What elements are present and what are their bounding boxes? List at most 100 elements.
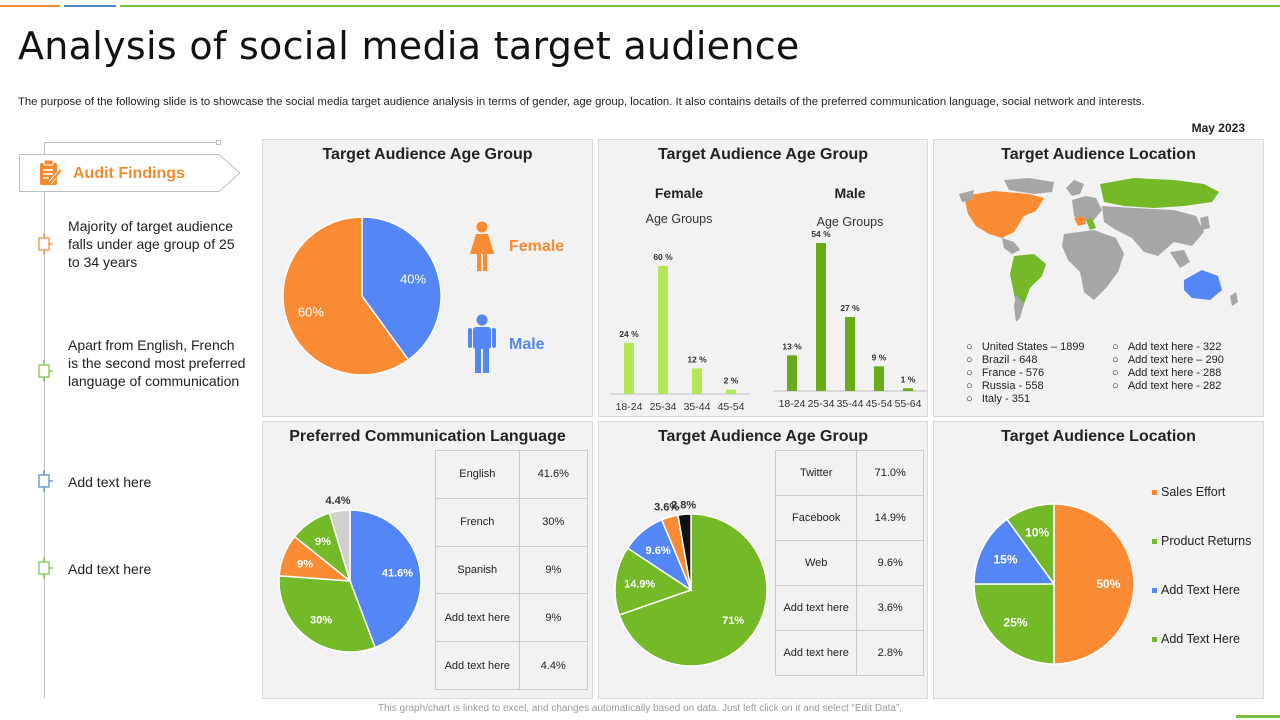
- pie-data-label: 40%: [400, 271, 426, 286]
- network-table: Twitter 71.0% Facebook 14.9% Web 9.6% Add text…: [774, 450, 924, 676]
- panel-age-bars: Target Audience Age Group Female Age Grou…: [598, 139, 928, 417]
- audit-findings-header: Audit Findings: [19, 154, 241, 192]
- pie-data-label: 71%: [722, 615, 744, 627]
- table-cell-label: Web: [774, 540, 858, 586]
- bar: [692, 368, 702, 394]
- age-bar-charts: Female Age Groups 24 % 18-24 60 % 25-34 12 % 35…: [610, 185, 927, 413]
- table-cell-label: Add text here: [435, 641, 520, 690]
- pie-slice: [349, 509, 422, 649]
- female-label: Female: [509, 238, 565, 255]
- legend-label: Product Returns: [1161, 534, 1252, 548]
- bar: [874, 366, 884, 391]
- table-cell-value: 4.4%: [518, 641, 589, 690]
- location-pie-legend-item: Product Returns: [1152, 534, 1251, 548]
- location-legend-item: ○ Russia - 558: [966, 380, 1044, 392]
- male-figure-icon: [468, 314, 496, 373]
- clipboard-icon: [40, 159, 63, 185]
- sidebar-top-marker: [216, 140, 221, 145]
- bar: [658, 266, 668, 394]
- pie-data-label: 15%: [994, 552, 1018, 566]
- network-pie-chart: 71% 14.9% 9.6% 3.6%2.8%: [614, 499, 768, 667]
- location-legend-left: ○ United States – 1899 ○ Brazil - 648 ○ …: [966, 341, 1085, 406]
- finding-text-2: Apart from English, French is the second…: [68, 337, 246, 389]
- location-legend-item: ○ Italy - 351: [966, 393, 1031, 405]
- finding-text-1: Majority of target audience falls under …: [68, 218, 235, 270]
- panel-language-title: Preferred Communication Language: [289, 428, 566, 445]
- finding-marker-1: [38, 233, 53, 255]
- language-table: English 41.6% French 30% Spanish 9% Add text h…: [435, 450, 589, 690]
- finding-marker-3: [38, 470, 53, 492]
- table-cell-value: 41.6%: [518, 450, 589, 499]
- table-cell-value: 9%: [518, 545, 589, 595]
- location-legend-item: ○ France - 576: [966, 367, 1045, 379]
- bar: [845, 317, 855, 391]
- table-row: Web 9.6%: [774, 540, 924, 586]
- accent-bar-blue: [64, 5, 116, 7]
- bar-category-label: 45-54: [718, 401, 745, 413]
- legend-swatch: [1152, 637, 1157, 643]
- language-pie-chart: 41.6% 30% 9%9% 4.4%: [278, 495, 422, 653]
- male-label: Male: [509, 336, 545, 353]
- panel-location-pie: Target Audience Location 50% 25% 15% 10%: [933, 421, 1264, 699]
- table-cell-value: 71.0%: [856, 450, 924, 496]
- finding-marker-2: [38, 360, 53, 382]
- location-legend-item: ○ United States – 1899: [966, 341, 1085, 353]
- location-legend-item: ○ Add text here – 290: [1112, 354, 1224, 366]
- pie-slice: [361, 216, 442, 361]
- bar: [903, 388, 913, 391]
- location-legend-right: ○ Add text here - 322 ○ Add text here – …: [1112, 341, 1224, 393]
- table-row: Add text here 3.6%: [774, 585, 924, 631]
- bar-value-label: 9 %: [872, 352, 887, 362]
- footnote: This graph/chart is linked to excel, and…: [377, 703, 903, 714]
- table-cell-label: Facebook: [774, 495, 858, 541]
- pie-slice: [278, 574, 377, 653]
- finding-text-3: Add text here: [68, 474, 152, 490]
- pie-slice: [973, 518, 1056, 585]
- bar-chart-subtitle: Age Groups: [646, 212, 713, 226]
- location-pie-chart: 50% 25% 15% 10%: [973, 503, 1135, 665]
- table-row: English 41.6%: [435, 450, 589, 499]
- panel-location-pie-title: Target Audience Location: [1001, 428, 1196, 445]
- pie-slice: [282, 216, 410, 376]
- pie-slice: [1005, 503, 1055, 587]
- finding-marker-4: [38, 557, 53, 579]
- location-pie-legend-item: Sales Effort: [1152, 485, 1225, 499]
- bar-category-label: 25-34: [650, 401, 677, 413]
- accent-bar-orange: [0, 5, 60, 7]
- finding-text-4: Add text here: [68, 561, 152, 577]
- bar-value-label: 1 %: [901, 374, 916, 384]
- bar-category-label: 35-44: [837, 398, 864, 410]
- table-row: French 30%: [435, 497, 589, 547]
- table-cell-label: Spanish: [435, 545, 520, 595]
- table-cell-label: Add text here: [774, 630, 858, 676]
- location-legend-item: ○ Brazil - 648: [966, 354, 1038, 366]
- pie-slice: [1053, 503, 1135, 665]
- bar-value-label: 2 %: [724, 376, 739, 386]
- pie-data-label: 3.6%: [654, 501, 679, 513]
- table-cell-value: 3.6%: [856, 585, 924, 631]
- pie-data-label: 10%: [1025, 525, 1049, 539]
- panel-age-bars-title: Target Audience Age Group: [657, 146, 869, 163]
- pie-data-label: 25%: [1004, 615, 1028, 629]
- bar-category-label: 25-34: [808, 398, 835, 410]
- table-row: Add text here 4.4%: [435, 641, 589, 690]
- bar-value-label: 13 %: [782, 341, 802, 351]
- bar-value-label: 12 %: [687, 354, 707, 364]
- table-cell-value: 30%: [518, 497, 589, 547]
- legend-label: Add Text Here: [1161, 632, 1240, 646]
- location-legend-item: ○ Add text here - 282: [1112, 380, 1222, 392]
- pie-data-label: 9%: [297, 558, 313, 570]
- bar: [726, 389, 736, 394]
- pie-slice: [614, 547, 693, 616]
- report-date: May 2023: [1191, 121, 1245, 135]
- legend-swatch: [1152, 490, 1157, 496]
- table-cell-label: Twitter: [774, 450, 858, 496]
- pie-slice: [973, 583, 1055, 665]
- world-map-icon: [959, 178, 1238, 322]
- pie-data-label: 50%: [1096, 577, 1120, 591]
- table-cell-label: English: [435, 450, 520, 499]
- panel-gender: Target Audience Age Group 40% 60% Female …: [262, 139, 593, 417]
- bar: [624, 342, 634, 394]
- pie-data-label: 41.6%: [382, 567, 413, 579]
- pie-data-label: 30%: [310, 615, 332, 627]
